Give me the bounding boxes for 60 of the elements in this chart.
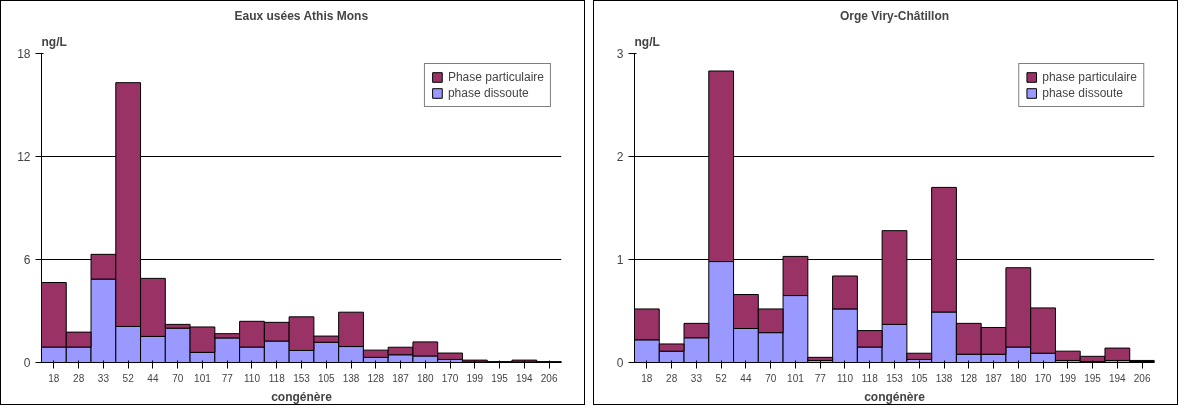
y-tick-label: 0 xyxy=(616,356,624,370)
x-tick-label: 118 xyxy=(861,372,879,384)
x-tick-label: 195 xyxy=(491,372,509,384)
x-tick-label: 70 xyxy=(765,372,777,384)
x-tick-label: 52 xyxy=(122,372,135,384)
x-tick-label: 44 xyxy=(740,372,752,384)
x-tick-label: 153 xyxy=(293,372,311,384)
x-tick-label: 110 xyxy=(244,372,261,384)
y-tick-label: 12 xyxy=(17,150,31,164)
x-axis-title: congénère xyxy=(864,389,926,404)
x-tick-label: 44 xyxy=(147,372,159,384)
x-tick-label: 187 xyxy=(392,372,410,384)
x-tick-label: 33 xyxy=(97,372,110,384)
y-tick-label: 6 xyxy=(23,253,31,267)
chart-title: Eaux usées Athis Mons xyxy=(234,8,369,23)
y-axis-title: ng/L xyxy=(41,34,67,49)
x-tick-label: 138 xyxy=(342,372,360,384)
x-tick-label: 195 xyxy=(1084,372,1102,384)
legend-label: Phase particulaire xyxy=(447,70,544,84)
x-tick-label: 194 xyxy=(1109,372,1127,384)
y-tick-label: 3 xyxy=(616,47,624,61)
x-tick-label: 206 xyxy=(1133,372,1151,384)
x-tick-label: 105 xyxy=(910,372,929,384)
x-tick-label: 18 xyxy=(641,372,653,384)
y-axis-title: ng/L xyxy=(634,34,660,49)
x-tick-label: 128 xyxy=(960,372,978,384)
chart-title: Orge Viry-Châtillon xyxy=(839,8,950,23)
x-tick-label: 187 xyxy=(985,372,1003,384)
x-tick-label: 110 xyxy=(837,372,854,384)
y-tick-label: 2 xyxy=(616,150,624,164)
x-tick-label: 118 xyxy=(268,372,286,384)
y-tick-label: 1 xyxy=(616,253,624,267)
x-tick-label: 70 xyxy=(172,372,184,384)
x-tick-label: 77 xyxy=(814,372,827,384)
legend-label: phase dissoute xyxy=(447,86,529,100)
x-tick-label: 28 xyxy=(666,372,678,384)
x-tick-label: 206 xyxy=(540,372,558,384)
legend-label: phase dissoute xyxy=(1042,86,1123,100)
x-tick-label: 199 xyxy=(466,372,484,384)
x-tick-label: 101 xyxy=(194,372,212,384)
x-tick-label: 105 xyxy=(317,372,336,384)
legend-label: phase particulaire xyxy=(1042,70,1137,84)
x-tick-label: 199 xyxy=(1059,372,1077,384)
x-tick-label: 128 xyxy=(367,372,385,384)
x-tick-label: 101 xyxy=(787,372,805,384)
y-tick-label: 18 xyxy=(17,47,31,61)
x-tick-label: 170 xyxy=(441,372,459,384)
x-tick-label: 33 xyxy=(690,372,703,384)
y-tick-label: 0 xyxy=(23,356,31,370)
x-tick-label: 28 xyxy=(73,372,85,384)
x-axis-title: congénère xyxy=(271,389,333,404)
x-tick-label: 170 xyxy=(1034,372,1052,384)
x-tick-label: 18 xyxy=(48,372,60,384)
x-tick-label: 52 xyxy=(715,372,728,384)
x-tick-label: 194 xyxy=(516,372,534,384)
x-tick-label: 180 xyxy=(416,372,435,384)
x-tick-label: 138 xyxy=(935,372,953,384)
x-tick-label: 153 xyxy=(886,372,904,384)
x-tick-label: 77 xyxy=(221,372,234,384)
x-tick-label: 180 xyxy=(1009,372,1028,384)
